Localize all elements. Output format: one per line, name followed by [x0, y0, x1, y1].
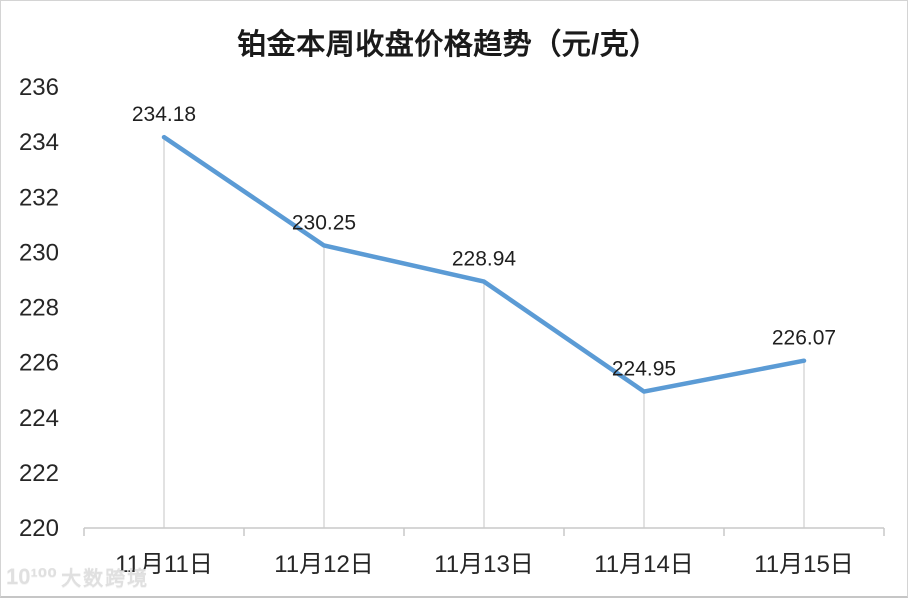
x-tick-label: 11月11日: [115, 551, 213, 578]
data-point-label: 226.07: [772, 327, 836, 350]
y-tick-label: 234: [19, 129, 59, 156]
y-tick-label: 224: [19, 405, 59, 432]
x-tick-label: 11月15日: [754, 551, 854, 578]
chart-title: 铂金本周收盘价格趋势（元/克）: [237, 29, 659, 61]
y-tick-label: 220: [19, 515, 59, 542]
data-point-label: 224.95: [612, 358, 676, 381]
data-point-label: 234.18: [132, 103, 196, 126]
price-series-line: [161, 134, 807, 394]
x-tick-label: 11月12日: [274, 551, 374, 578]
data-point-label: 230.25: [292, 211, 356, 234]
x-tick-label: 11月14日: [594, 551, 694, 578]
watermark: 10¹⁰⁰ 大数跨境: [6, 562, 149, 591]
y-tick-label: 228: [19, 295, 59, 322]
y-tick-label: 230: [19, 239, 59, 266]
data-point-label: 228.94: [452, 248, 517, 271]
y-tick-label: 236: [19, 74, 59, 101]
watermark-logo-icon: 10¹⁰⁰: [6, 563, 58, 589]
y-tick-label: 222: [19, 460, 59, 487]
watermark-text: 大数跨境: [61, 568, 150, 590]
y-tick-label: 232: [19, 184, 59, 211]
x-tick-label: 11月13日: [434, 551, 534, 578]
y-tick-label: 226: [19, 350, 59, 377]
